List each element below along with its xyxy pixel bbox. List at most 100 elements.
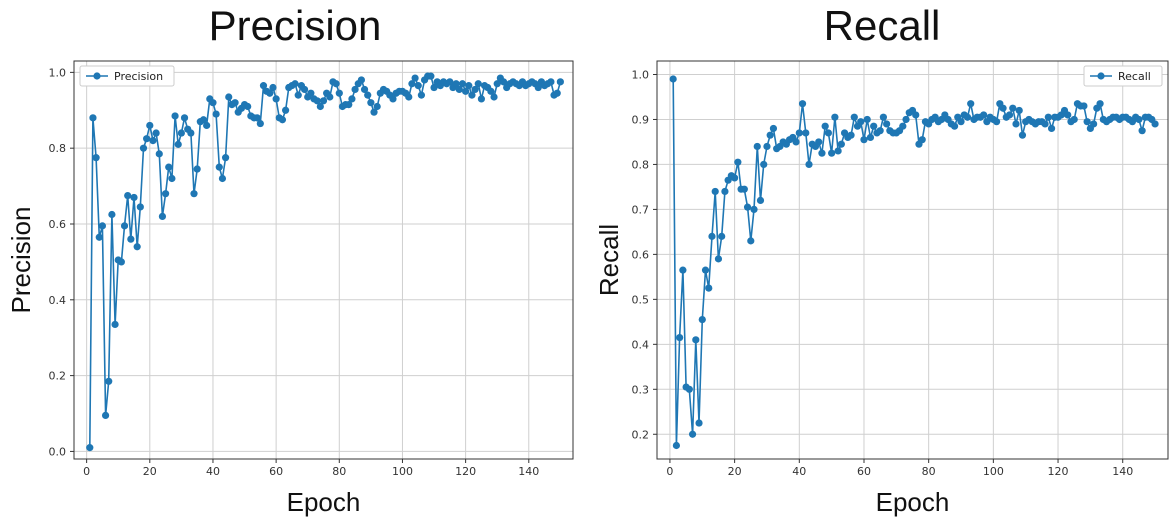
precision-data-point-2 [92, 154, 100, 162]
precision-data-point-87 [360, 85, 369, 94]
recall-data-point-12 [708, 232, 716, 240]
precision-data-point-44 [225, 93, 233, 101]
precision-y-axis-label: Precision [6, 207, 36, 314]
precision-data-point-8 [111, 320, 119, 329]
precision-data-point-36 [199, 116, 208, 124]
precision-data-point-103 [411, 74, 419, 82]
recall-data-point-89 [957, 118, 965, 126]
precision-data-point-16 [136, 203, 144, 211]
precision-data-point-88 [364, 91, 372, 99]
recall-data-point-5 [685, 385, 693, 393]
precision-data-point-12 [124, 191, 132, 200]
recall-data-point-52 [837, 140, 845, 148]
recall-data-point-106 [1012, 120, 1020, 128]
recall-data-point-7 [692, 336, 700, 344]
precision-legend-marker [93, 72, 101, 80]
precision-data-point-84 [351, 85, 359, 94]
precision-data-point-30 [180, 114, 189, 122]
recall-data-point-14 [714, 255, 723, 263]
precision-data-point-22 [155, 150, 163, 158]
precision-data-point-119 [462, 87, 470, 95]
recall-data-point-31 [769, 124, 778, 133]
recall-data-point-46 [818, 149, 826, 157]
precision-data-point-105 [417, 91, 426, 99]
recall-ytick-label-2: 0.4 [632, 338, 650, 351]
precision-data-point-34 [193, 165, 201, 173]
recall-ytick-label-6: 0.8 [632, 158, 650, 171]
precision-xtick-label-6: 120 [455, 465, 476, 478]
recall-data-point-56 [850, 113, 858, 121]
precision-data-point-90 [370, 108, 378, 116]
precision-data-point-57 [266, 89, 274, 97]
recall-data-point-62 [870, 122, 878, 130]
recall-data-point-3 [679, 266, 687, 274]
recall-data-point-128 [1083, 118, 1091, 126]
precision-data-point-120 [465, 82, 473, 90]
recall-data-point-96 [980, 111, 988, 119]
precision-data-point-79 [335, 89, 343, 97]
precision-data-point-43 [221, 154, 230, 162]
recall-data-point-20 [734, 158, 742, 166]
precision-chart-title: Precision [208, 2, 382, 49]
precision-data-point-122 [471, 85, 479, 94]
recall-data-point-130 [1090, 120, 1098, 128]
precision-data-point-14 [130, 193, 138, 202]
recall-chart-panel: Recall 0 20 40 60 80 100 120 140 0.2 0.3 0.4 0.5 0.6… [590, 0, 1174, 531]
recall-data-point-19 [731, 174, 739, 182]
recall-xtick-label-1: 20 [728, 465, 742, 478]
recall-data-point-100 [992, 118, 1001, 126]
precision-data-point-104 [414, 82, 422, 90]
precision-data-point-4 [98, 222, 107, 230]
precision-data-point-54 [256, 119, 264, 128]
precision-xtick-label-4: 80 [332, 465, 346, 478]
recall-data-point-122 [1064, 111, 1072, 119]
precision-data-point-23 [158, 212, 167, 221]
recall-chart-svg: 0 20 40 60 80 100 120 140 0.2 0.3 0.4 0.5 0.6 0.7 0.8 0… [594, 60, 1169, 517]
precision-xtick-label-2: 40 [206, 465, 220, 478]
precision-data-point-96 [389, 95, 397, 103]
recall-data-point-27 [756, 196, 765, 205]
recall-data-point-124 [1070, 115, 1078, 124]
recall-data-point-48 [824, 129, 833, 137]
recall-data-point-102 [999, 104, 1007, 112]
precision-data-point-6 [105, 377, 113, 385]
precision-data-point-19 [146, 121, 154, 130]
recall-legend-marker [1097, 72, 1105, 80]
precision-data-point-124 [477, 95, 486, 103]
recall-data-point-13 [711, 187, 719, 196]
precision-data-point-46 [231, 99, 239, 107]
precision-data-point-55 [259, 82, 268, 90]
recall-data-point-59 [860, 136, 868, 144]
precision-data-point-109 [430, 83, 438, 92]
recall-xtick-label-7: 140 [1112, 465, 1133, 478]
precision-data-point-20 [149, 137, 157, 145]
precision-data-point-66 [294, 91, 302, 99]
recall-data-point-10 [701, 266, 710, 274]
recall-plot-frame [656, 60, 1169, 460]
precision-xtick-label-0: 0 [83, 465, 90, 478]
recall-data-point-61 [866, 133, 875, 142]
precision-data-point-70 [307, 89, 315, 97]
precision-data-point-1 [89, 114, 97, 122]
recall-data-point-132 [1096, 100, 1104, 108]
precision-ytick-label-2: 0.4 [49, 294, 67, 307]
precision-plot-frame [73, 60, 574, 460]
precision-data-point-3 [95, 233, 103, 241]
recall-data-point-24 [747, 237, 755, 245]
precision-data-point-59 [272, 95, 280, 103]
recall-data-point-45 [815, 138, 823, 146]
recall-data-point-25 [750, 205, 758, 214]
recall-data-point-30 [766, 131, 774, 139]
recall-data-point-117 [1047, 124, 1056, 133]
precision-data-point-53 [253, 114, 261, 122]
recall-data-point-2 [676, 333, 684, 342]
precision-data-point-15 [133, 243, 141, 251]
recall-data-point-41 [802, 129, 810, 137]
recall-data-point-149 [1151, 120, 1159, 128]
precision-data-point-41 [215, 163, 223, 171]
precision-data-point-40 [212, 110, 220, 118]
recall-data-point-39 [795, 129, 803, 137]
precision-data-point-117 [455, 85, 463, 94]
precision-ytick-label-1: 0.2 [49, 370, 67, 383]
recall-data-point-77 [918, 136, 926, 144]
